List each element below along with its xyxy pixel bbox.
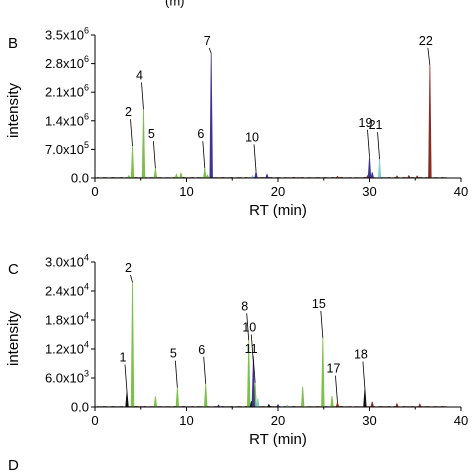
- panel-b-annotation-leader: [202, 141, 206, 169]
- panel-b-peak-label-2: 2: [125, 105, 132, 119]
- panel-c-series-2-peak-1: [125, 391, 129, 408]
- panel-b-series-2-peak-2: [254, 171, 258, 179]
- panel-c-annotation-leader: [252, 355, 256, 383]
- panel-c-series-1-peak-2: [153, 396, 158, 408]
- panel-c-series-1-peak-8: [321, 337, 325, 408]
- panel-b-y-tick-label: 1.4x106: [45, 111, 89, 128]
- panel-b-series-1-peak-6: [179, 172, 183, 179]
- panel-b-peak-label-4: 4: [136, 68, 143, 82]
- panel-b-series-1-peak-2: [130, 146, 135, 179]
- panel-c-y-axis-title: intensity: [5, 310, 22, 366]
- panel-c-annotation-leader: [130, 274, 133, 283]
- panel-b-series-1-peak-3: [141, 109, 146, 179]
- panel-c-x-tick-label: 40: [454, 413, 468, 428]
- panel-b-series-1-peak-4: [153, 168, 158, 179]
- panel-c-y-tick-label: 2.4x104: [45, 282, 89, 299]
- panel-c-series-1-peak-7: [300, 386, 305, 408]
- panel-b-annotation-leader: [427, 47, 431, 66]
- panel-b-peak-label-10: 10: [245, 130, 259, 144]
- panel-c-annotation-leader: [203, 356, 207, 384]
- panel-b-series-2-peak-3: [265, 173, 269, 179]
- chromatogram-panel-c: 0 10 20 30 40 0.0 6.0x103 1.2x104 1.8x104 2.4x104…: [5, 253, 468, 449]
- panel-b-x-tick-label: 0: [91, 184, 98, 199]
- panel-label-c: C: [8, 261, 19, 278]
- panel-c-x-tick-label: 10: [179, 413, 193, 428]
- panel-c-annotation-leader: [246, 313, 250, 341]
- panel-b-y-tick-label: 0.0: [71, 171, 89, 186]
- panel-c-annotation-leader: [320, 310, 324, 338]
- panel-b-series-2-peak-1: [209, 53, 213, 179]
- panel-label-b: B: [8, 35, 18, 52]
- panel-b-annotation-leader: [367, 129, 370, 157]
- panel-b-x-tick-label: 20: [271, 184, 285, 199]
- panel-b-annotation-leader: [130, 119, 133, 147]
- panel-b-x-tick-label: 10: [179, 184, 193, 199]
- panel-c-annotation-leader: [124, 364, 128, 392]
- panel-c-peak-label-11: 11: [245, 342, 258, 356]
- panel-b-annotation-leader: [141, 82, 144, 110]
- panel-c-peak-label-15: 15: [312, 297, 326, 311]
- chromatogram-panel-b: 0 10 20 30 40 0.0 7.0x105 1.4x106 2.1x106 2.8x106…: [5, 26, 468, 220]
- panel-c-peak-label-6: 6: [198, 343, 205, 357]
- panel-c-series-5-peak-2: [370, 401, 375, 408]
- panel-c-annotation-leader: [335, 375, 338, 403]
- panel-b-x-tick-label: 30: [362, 184, 376, 199]
- panel-b-annotation-leader: [377, 132, 380, 160]
- panel-c-series-1-peak-9: [330, 395, 334, 408]
- panel-c-series-2-peak-3: [363, 388, 367, 408]
- panel-c-y-tick-label: 1.2x104: [45, 340, 89, 357]
- panel-b-x-tick-label: 40: [454, 184, 468, 199]
- panel-c-series-5-peak-3: [395, 402, 399, 408]
- panel-b-annotation-leader: [152, 141, 156, 169]
- panel-c-y-tick-label: 1.8x104: [45, 311, 89, 328]
- panel-b-y-tick-label: 2.1x106: [45, 83, 89, 100]
- previous-panel-axis-title-fragment: (m): [165, 0, 185, 8]
- panel-label-d: D: [8, 457, 19, 474]
- panel-c-x-tick-label: 20: [271, 413, 285, 428]
- panel-c-series-5-peak-1: [335, 401, 340, 408]
- panel-b-series-1-peak-5: [174, 173, 179, 179]
- panel-c-series-4-peak-1: [256, 398, 260, 408]
- panel-c-peak-label-2: 2: [125, 261, 132, 275]
- panel-c-y-tick-label: 6.0x103: [45, 369, 89, 386]
- panel-b-x-axis-title: RT (min): [249, 202, 307, 219]
- panel-b-peak-label-5: 5: [148, 127, 155, 141]
- panel-b-y-tick-label: 7.0x105: [45, 140, 89, 157]
- panel-b-peak-label-22: 22: [419, 34, 433, 48]
- panel-b-series-1-peak-7: [203, 168, 207, 179]
- panel-c-y-tick-label: 0.0: [71, 400, 89, 415]
- panel-c-peak-label-17: 17: [327, 362, 341, 376]
- panel-c-series-1-peak-4: [203, 383, 208, 408]
- panel-b-peak-label-7: 7: [204, 34, 211, 48]
- panel-c-peak-label-8: 8: [241, 299, 248, 313]
- panel-c-peak-label-10: 10: [242, 321, 256, 335]
- panel-c-annotation-leader: [174, 360, 178, 388]
- panel-c-peak-label-1: 1: [120, 351, 127, 365]
- panel-b-series-2-peak-4: [367, 156, 372, 179]
- panel-c-series-1-peak-1: [130, 282, 135, 408]
- panel-b-series-4-peak-1: [428, 65, 432, 179]
- panel-b-annotation-leader: [253, 144, 257, 172]
- panel-b-series-3-peak-1: [377, 159, 382, 179]
- panel-c-peak-label-18: 18: [354, 348, 368, 362]
- panel-b-y-tick-label: 2.8x106: [45, 54, 89, 71]
- panel-c-series-1-peak-3: [175, 387, 180, 408]
- panel-b-peak-label-6: 6: [197, 127, 204, 141]
- panel-b-annotation-leader: [208, 47, 212, 54]
- panel-c-annotation-leader: [362, 361, 366, 389]
- panel-c-y-tick-label: 3.0x104: [45, 253, 89, 270]
- panel-b-series-2-peak-5: [370, 172, 375, 179]
- panel-c-x-tick-label: 30: [362, 413, 376, 428]
- panel-b-peak-label-19: 19: [359, 116, 373, 130]
- panel-c-x-tick-label: 0: [91, 413, 98, 428]
- panel-c-peak-label-5: 5: [170, 347, 177, 361]
- panel-b-peak-label-21: 21: [369, 118, 383, 132]
- panel-c-x-axis-title: RT (min): [249, 431, 307, 448]
- panel-b-y-axis-title: intensity: [5, 82, 22, 138]
- panel-b-y-tick-label: 3.5x106: [45, 26, 89, 43]
